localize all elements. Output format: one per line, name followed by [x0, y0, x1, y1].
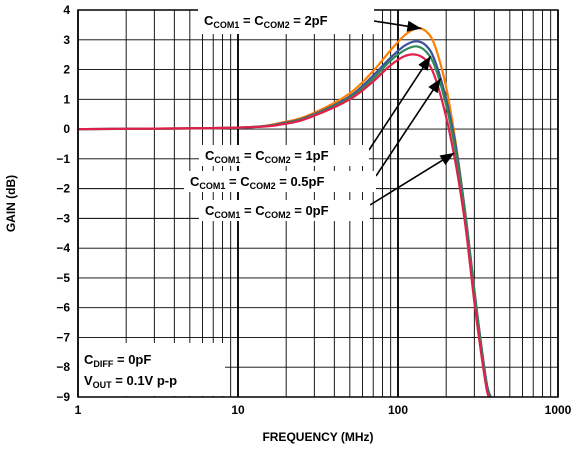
- annotation-arrow: [375, 78, 442, 177]
- annotation-box: [199, 145, 369, 166]
- x-tick-label: 1000: [545, 403, 572, 417]
- annotation-label: CCOM1 = CCOM2 = 1pF: [205, 148, 329, 165]
- y-tick-label: −9: [56, 390, 70, 404]
- annotation-box: [184, 171, 376, 192]
- x-tick-label: 100: [388, 403, 408, 417]
- y-tick-label: 0: [63, 122, 70, 136]
- x-axis-label: FREQUENCY (MHz): [262, 430, 373, 444]
- annotation-arrow: [369, 152, 455, 206]
- annotation-label: CCOM1 = CCOM2 = 0.5pF: [190, 174, 324, 191]
- y-tick-label: −4: [56, 241, 70, 255]
- y-tick-label: −8: [56, 360, 70, 374]
- annotation-box: [198, 9, 374, 34]
- y-tick-label: 3: [63, 33, 70, 47]
- y-tick-label: 4: [63, 3, 70, 17]
- annotation-arrow: [368, 55, 432, 151]
- condition-label: CDIFF = 0pF: [84, 352, 151, 369]
- y-tick-label: −5: [56, 271, 70, 285]
- annotation-box: [199, 200, 370, 221]
- y-tick-label: −3: [56, 211, 70, 225]
- y-tick-label: −1: [56, 152, 70, 166]
- conditions-box: CDIFF = 0pF VOUT = 0.1V p-p: [79, 343, 225, 396]
- annotation-label: CCOM1 = CCOM2 = 2pF: [204, 13, 328, 30]
- y-tick-label: −7: [56, 330, 70, 344]
- y-tick-label: −6: [56, 301, 70, 315]
- annotation-arrow: [373, 20, 422, 32]
- x-tick-label: 10: [231, 403, 245, 417]
- y-axis-label: GAIN (dB): [4, 175, 18, 232]
- y-tick-label: −2: [56, 182, 70, 196]
- y-tick-label: 2: [63, 63, 70, 77]
- condition-label: VOUT = 0.1V p-p: [84, 373, 177, 390]
- y-tick-label: 1: [63, 92, 70, 106]
- conditions-background: [79, 343, 225, 396]
- annotations: CCOM1 = CCOM2 = 2pF CCOM1 = CCOM2 = 1pF CC…: [184, 9, 455, 221]
- annotation-label: CCOM1 = CCOM2 = 0pF: [205, 203, 329, 220]
- x-tick-label: 1: [75, 403, 82, 417]
